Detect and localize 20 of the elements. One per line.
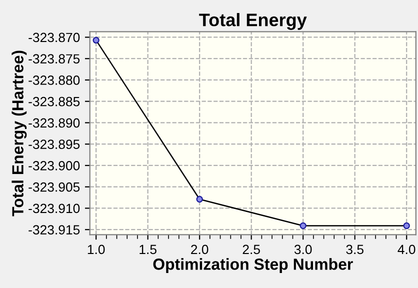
x-tick-label: 1.0 — [88, 244, 105, 254]
y-tick-label: -323.905 — [28, 182, 80, 192]
x-tick-label: 4.0 — [398, 244, 416, 254]
y-axis-title: Total Energy (Hartree) — [12, 50, 27, 216]
x-axis-title: Optimization Step Number — [153, 258, 353, 274]
chart-title: Total Energy — [199, 13, 307, 30]
y-tick-label: -323.895 — [28, 140, 80, 150]
y-tick-label: -323.875 — [28, 54, 80, 64]
y-tick-label: -323.890 — [28, 118, 80, 128]
x-tick-label: 2.0 — [191, 244, 208, 254]
y-tick-label: -323.900 — [28, 161, 80, 170]
y-tick-label: -323.870 — [28, 32, 80, 42]
y-tick-label: -323.915 — [28, 225, 80, 234]
x-tick-label: 2.5 — [242, 244, 260, 254]
y-tick-label: -323.880 — [28, 76, 80, 85]
y-tick-label: -323.885 — [28, 96, 80, 106]
x-tick-label: 3.5 — [346, 244, 364, 254]
y-tick-label: -323.910 — [28, 204, 80, 214]
x-tick-label: 1.5 — [140, 244, 156, 254]
x-tick-label: 3.0 — [294, 244, 312, 254]
